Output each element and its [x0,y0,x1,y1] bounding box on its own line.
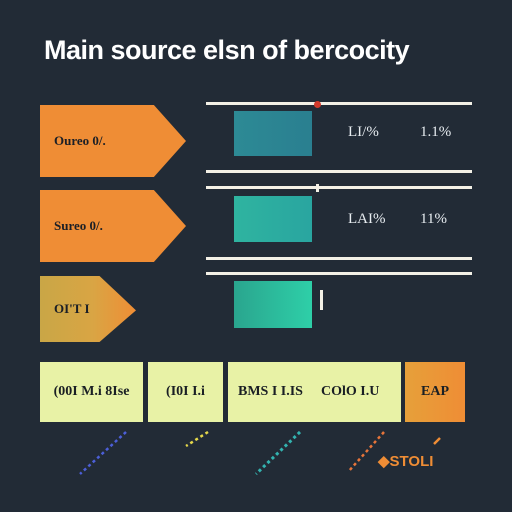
category-card-4: EAP [405,362,465,422]
row-1-block [234,111,312,156]
source-tag-2: Sureo 0/. [40,190,186,262]
row-2-value-a: LAI% [348,211,386,227]
diagram-title: Main source elsn of bercocity [44,35,410,65]
connector-1 [79,431,127,475]
category-card-3: BMS I I.IS COlO I.U [228,362,401,422]
source-tag-1: Oureo 0/. [40,105,186,177]
row-1-top-line [206,102,472,105]
row-2-tick [316,184,319,192]
row-2-block [234,196,312,242]
row-1-value-a: LI/% [348,124,379,140]
row-2-value-b: 11% [420,211,447,227]
category-card-2: (I0I I.i [148,362,223,422]
row-3-block [234,281,312,328]
footer-brand: ◆STOLI [378,453,434,470]
connector-4 [347,431,385,473]
row-1-value-b: 1.1% [420,124,452,140]
category-card-1: (00I M.i 8Ise [40,362,143,422]
connector-3 [254,430,302,476]
row-3-top-line [206,272,472,275]
row-2-bottom-line [206,257,472,260]
row-2-top-line [206,186,472,189]
row-1-marker-dot [314,101,321,108]
category-card-3-part-2: COlO I.U [320,384,380,399]
category-card-3-part-1: BMS I I.IS [238,384,303,399]
row-1-bottom-line [206,170,472,173]
connector-2 [185,430,209,448]
connector-5 [433,437,441,445]
row-3-tick [320,290,323,310]
